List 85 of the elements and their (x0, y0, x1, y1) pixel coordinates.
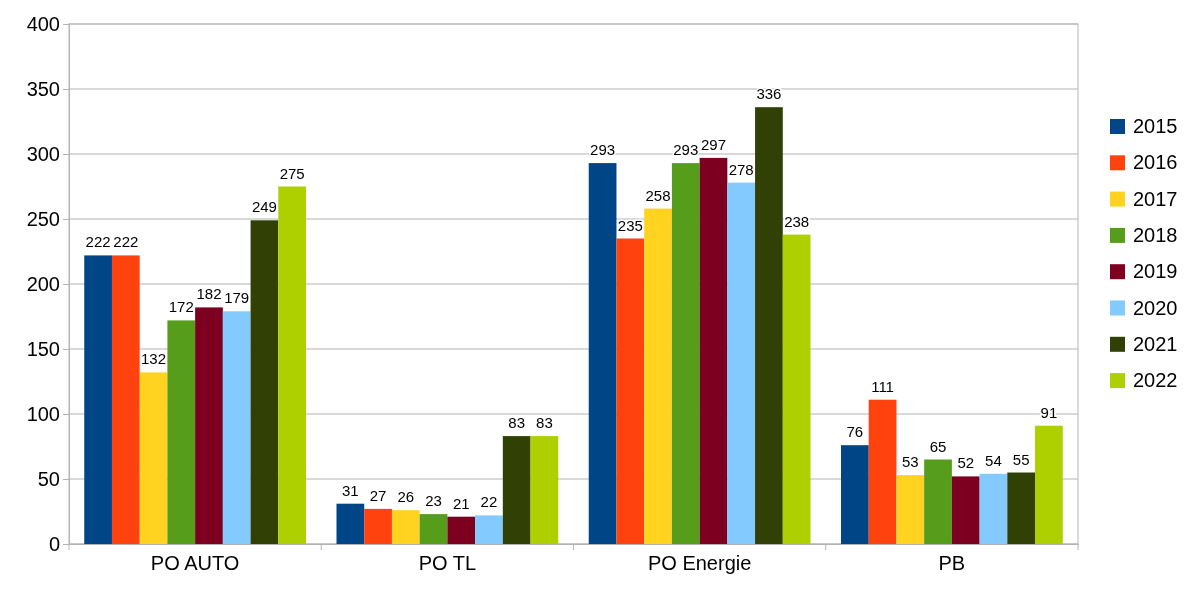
data-label: 21 (452, 494, 470, 512)
data-label: 54 (985, 451, 1002, 469)
bar (782, 234, 811, 544)
bar (588, 163, 617, 544)
bar (979, 473, 1008, 544)
bar (530, 436, 559, 544)
legend-label: 2022 (1133, 369, 1178, 392)
data-label: 31 (342, 481, 359, 499)
bar (364, 508, 392, 544)
data-label: 132 (141, 350, 167, 368)
data-label: 258 (645, 186, 671, 204)
y-tick-label: 350 (26, 77, 60, 100)
bar (924, 459, 952, 544)
data-label: 293 (590, 141, 616, 159)
bar (336, 503, 365, 544)
bar (278, 186, 306, 544)
bar (727, 182, 756, 544)
data-label: 23 (425, 492, 442, 510)
data-label: 53 (901, 453, 919, 471)
data-label: 336 (756, 85, 782, 103)
data-label: 293 (673, 141, 699, 159)
data-label: 179 (224, 289, 250, 307)
bar (644, 208, 672, 544)
data-label: 222 (113, 233, 139, 251)
data-label: 238 (784, 212, 810, 230)
bar (195, 307, 223, 544)
data-label: 91 (1040, 403, 1058, 421)
data-label: 55 (1012, 450, 1030, 468)
bar (391, 510, 420, 544)
data-label: 52 (957, 454, 975, 472)
data-label: 76 (846, 423, 864, 441)
bar (502, 436, 531, 544)
data-label: 111 (871, 377, 894, 395)
data-label: 22 (480, 493, 498, 511)
y-tick-label: 0 (48, 532, 60, 555)
y-tick-label: 150 (26, 337, 60, 360)
bar (1007, 472, 1036, 544)
data-label: 27 (369, 486, 387, 504)
legend-label: 2015 (1133, 115, 1178, 137)
bar (475, 515, 503, 544)
x-tick-label: PB (938, 552, 966, 575)
y-tick-label: 50 (37, 467, 60, 490)
bar (250, 220, 279, 544)
bar (84, 255, 112, 544)
y-tick-label: 400 (26, 12, 60, 35)
bar (111, 255, 140, 544)
data-label: 275 (279, 164, 305, 182)
bar (755, 107, 783, 544)
y-tick-label: 200 (26, 272, 60, 295)
data-label: 235 (617, 216, 643, 234)
legend-label: 2016 (1133, 151, 1178, 174)
bar (699, 157, 728, 544)
data-label: 249 (251, 198, 277, 216)
data-label: 26 (397, 488, 415, 506)
legend-label: 2017 (1133, 187, 1178, 210)
x-tick-label: PO Energie (647, 552, 752, 575)
legend-label: 2021 (1133, 332, 1178, 355)
data-label: 182 (196, 285, 222, 303)
bar (841, 445, 869, 544)
bar (447, 516, 476, 544)
y-tick-label: 300 (26, 142, 60, 165)
data-label: 278 (728, 160, 754, 178)
bar (951, 476, 980, 544)
bar (896, 475, 925, 544)
bar (139, 372, 168, 544)
bar (222, 311, 251, 544)
legend-label: 2018 (1133, 223, 1178, 246)
bar (616, 238, 645, 544)
bar (671, 163, 700, 544)
y-tick-label: 100 (26, 402, 60, 425)
data-label: 172 (168, 298, 194, 316)
x-tick-label: PO AUTO (150, 552, 240, 575)
data-label: 65 (929, 437, 947, 455)
bar (419, 514, 448, 544)
y-tick-label: 250 (26, 207, 60, 230)
data-label: 83 (536, 414, 553, 432)
bar (167, 320, 196, 544)
legend-label: 2019 (1133, 260, 1178, 283)
legend-label: 2020 (1133, 296, 1178, 319)
bar (1035, 425, 1063, 544)
x-tick-label: PO TL (418, 552, 477, 575)
data-label: 222 (85, 233, 111, 251)
bar (868, 399, 897, 544)
data-label: 83 (508, 414, 526, 432)
data-label: 297 (700, 135, 726, 153)
